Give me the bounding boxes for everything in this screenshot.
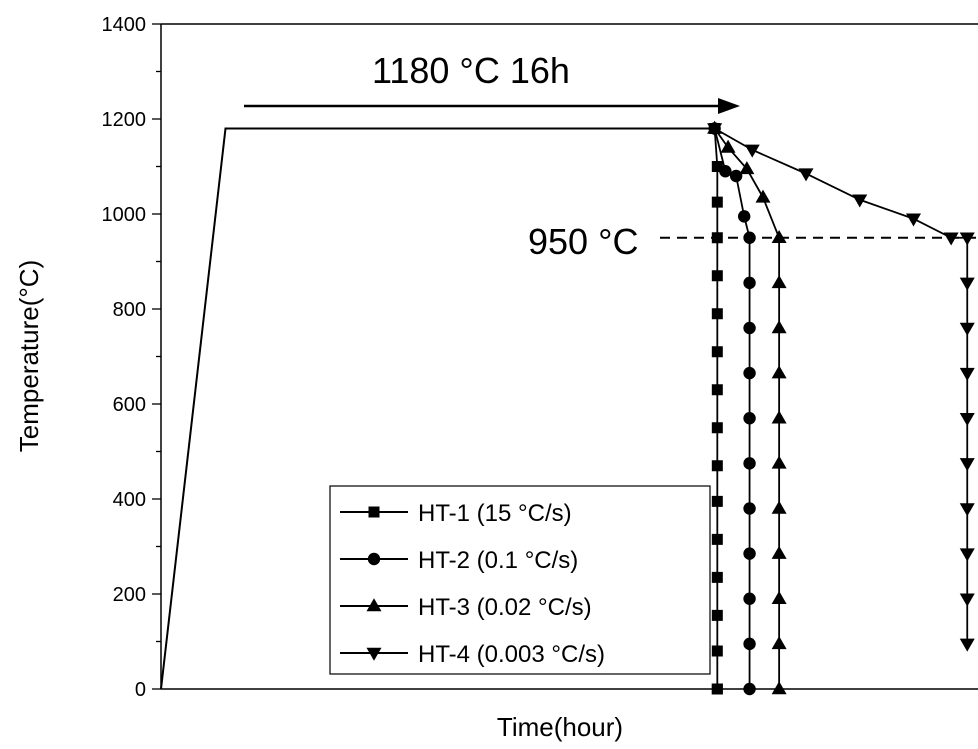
marker-triangle-down [707, 123, 723, 137]
marker-triangle-up [771, 681, 787, 695]
marker-triangle-down [959, 503, 975, 517]
marker-square [711, 495, 723, 507]
marker-circle [743, 366, 756, 380]
hold-arrow-head [718, 98, 740, 114]
marker-triangle-up [771, 545, 787, 559]
legend-label: HT-1 (15 °C/s) [418, 500, 572, 527]
marker-triangle-up [739, 161, 755, 175]
marker-triangle-down [959, 277, 975, 291]
marker-square [711, 308, 723, 320]
legend-entry-3: HT-3 (0.02 °C/s) [340, 594, 592, 621]
series-line [713, 128, 719, 689]
marker-triangle-up [771, 500, 787, 514]
series-1 [709, 123, 723, 695]
marker-circle [743, 592, 756, 605]
marker-triangle-down [959, 458, 975, 472]
marker-triangle-down [744, 144, 760, 158]
marker-circle [743, 682, 756, 696]
marker-circle [729, 169, 743, 183]
marker-triangle-up [771, 320, 787, 334]
series-layer [160, 120, 978, 696]
y-tick-label: 0 [135, 679, 146, 701]
marker-square [368, 506, 380, 518]
marker-circle [367, 552, 381, 566]
target-annotation: 950 °C [528, 221, 638, 262]
marker-square [711, 346, 723, 358]
marker-square [711, 645, 723, 657]
legend-entry-2: HT-2 (0.1 °C/s) [340, 547, 578, 574]
marker-triangle-down [959, 548, 975, 562]
marker-square [711, 232, 723, 244]
marker-triangle-up [755, 189, 771, 203]
y-tick-label: 600 [113, 394, 146, 416]
y-tick-label: 800 [113, 299, 146, 321]
marker-circle [743, 547, 756, 560]
marker-triangle-up [771, 455, 787, 469]
chart-legend: HT-1 (15 °C/s) HT-2 (0.1 °C/s) HT-3 (0.02 … [329, 485, 711, 675]
marker-square [711, 384, 723, 396]
marker-triangle-down [366, 647, 382, 661]
marker-square [711, 270, 723, 282]
y-tick-label: 1400 [102, 14, 147, 36]
y-tick-label: 400 [113, 489, 146, 511]
legend-box [329, 485, 711, 675]
marker-triangle-down [959, 322, 975, 336]
series-3 [707, 120, 787, 695]
marker-triangle-up [720, 139, 736, 153]
marker-triangle-down [959, 413, 975, 426]
marker-triangle-down [943, 232, 959, 246]
y-tick-label: 1200 [102, 109, 147, 131]
marker-triangle-up [366, 598, 382, 612]
y-tick-label: 200 [113, 584, 146, 606]
marker-triangle-down [959, 232, 975, 246]
marker-triangle-up [771, 230, 787, 243]
y-tick-label: 1000 [102, 204, 147, 226]
hold-annotation: 1180 °C 16h [372, 50, 570, 91]
series-2 [708, 122, 756, 696]
legend-label: HT-2 (0.1 °C/s) [418, 547, 578, 574]
marker-triangle-down [959, 593, 975, 607]
marker-triangle-down [906, 213, 921, 227]
marker-triangle-up [771, 275, 787, 289]
marker-square [711, 533, 723, 545]
marker-square [711, 161, 723, 172]
legend-label: HT-4 (0.003 °C/s) [418, 641, 605, 668]
marker-circle [719, 165, 732, 178]
marker-circle [743, 276, 756, 290]
marker-triangle-down [798, 168, 814, 182]
marker-triangle-up [771, 365, 787, 379]
marker-triangle-down [959, 367, 975, 381]
marker-circle [743, 231, 756, 244]
marker-circle [743, 457, 756, 470]
marker-square [711, 683, 723, 695]
y-axis-label: Temperature(°C) [14, 260, 44, 452]
marker-circle [743, 321, 756, 335]
annotation-layer: 1180 °C 16h 950 °C [244, 50, 740, 262]
y-axis-ticks: 0 200 400 600 800 1000 1200 1400 [102, 14, 161, 701]
series-4 [707, 123, 975, 652]
marker-circle [743, 637, 756, 651]
legend-entry-1: HT-1 (15 °C/s) [340, 500, 572, 527]
marker-triangle-up [771, 591, 787, 604]
marker-square [711, 609, 723, 621]
marker-triangle-down [959, 638, 975, 652]
marker-triangle-up [771, 410, 787, 424]
legend-label: HT-3 (0.02 °C/s) [418, 594, 592, 621]
marker-circle [737, 210, 751, 223]
heating-profile-line [160, 127, 715, 690]
marker-circle [743, 412, 756, 425]
marker-square [711, 460, 723, 472]
marker-square [711, 422, 723, 434]
x-axis-label: Time(hour) [497, 712, 623, 742]
marker-triangle-down [852, 194, 868, 208]
series-line [714, 127, 969, 644]
legend-entry-4: HT-4 (0.003 °C/s) [340, 641, 605, 668]
marker-square [711, 196, 723, 208]
marker-square [711, 571, 723, 583]
marker-circle [743, 502, 756, 515]
marker-triangle-up [771, 636, 787, 650]
